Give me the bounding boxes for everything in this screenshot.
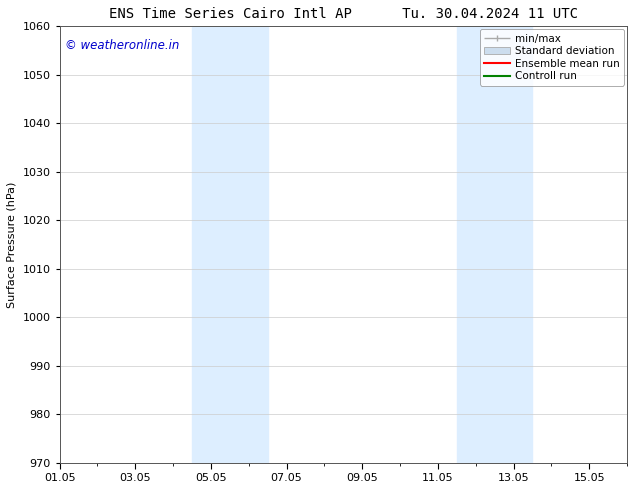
Text: © weatheronline.in: © weatheronline.in bbox=[65, 39, 179, 52]
Title: ENS Time Series Cairo Intl AP      Tu. 30.04.2024 11 UTC: ENS Time Series Cairo Intl AP Tu. 30.04.… bbox=[109, 7, 578, 21]
Bar bbox=[457, 26, 533, 463]
Bar bbox=[192, 26, 268, 463]
Y-axis label: Surface Pressure (hPa): Surface Pressure (hPa) bbox=[7, 181, 17, 308]
Legend: min/max, Standard deviation, Ensemble mean run, Controll run: min/max, Standard deviation, Ensemble me… bbox=[479, 29, 624, 86]
